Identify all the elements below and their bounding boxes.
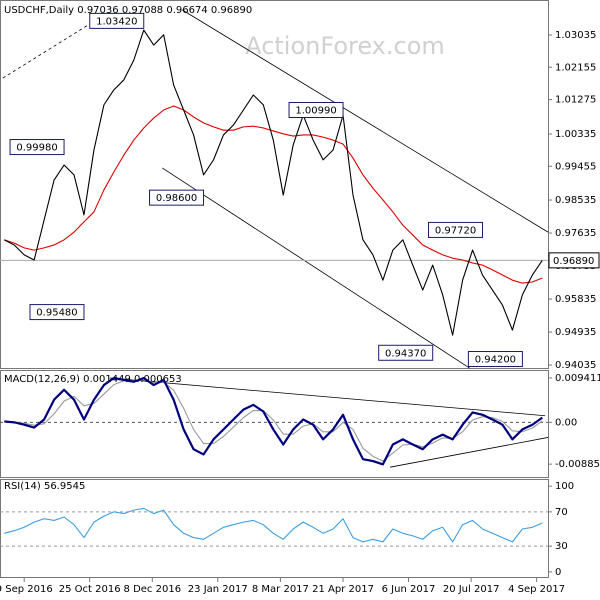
x-tick-label: 21 Apr 2017 — [312, 584, 374, 595]
y-tick-label: 1.00335 — [555, 129, 596, 140]
series-line — [4, 105, 543, 284]
trend-line — [109, 377, 546, 417]
annotation-box — [378, 344, 434, 361]
annotation-label: 1.03420 — [96, 16, 137, 27]
series-line — [4, 376, 543, 466]
price-panel — [0, 0, 549, 369]
annotation-box — [89, 12, 145, 29]
price-annotation: 1.00990 — [288, 102, 344, 119]
price-annotation: 0.94200 — [467, 351, 523, 368]
annotation-box — [149, 189, 205, 206]
watermark: ActionForex.com — [245, 32, 445, 60]
y-tick-label: 0.009411 — [555, 373, 600, 384]
annotation-label: 0.97720 — [435, 225, 476, 236]
annotation-label: 0.94370 — [385, 348, 426, 359]
x-tick-label: 9 Sep 2016 — [0, 584, 53, 595]
y-tick-label: 0.94035 — [555, 360, 596, 371]
y-tick-label: 0.97635 — [555, 228, 596, 239]
trend-line — [2, 24, 89, 79]
x-tick-label: 4 Sep 2017 — [508, 584, 565, 595]
trend-line — [162, 167, 470, 369]
annotation-box — [29, 304, 85, 321]
y-tick-label: 70 — [555, 507, 568, 518]
x-tick-label: 8 Dec 2016 — [124, 584, 182, 595]
y-tick-label: 100 — [555, 481, 574, 492]
last-price-label: 0.96890 — [553, 256, 594, 267]
x-tick-label: 20 Jul 2017 — [443, 584, 500, 595]
y-tick-label: 0.95835 — [555, 294, 596, 305]
y-tick-label: -0.008852 — [555, 459, 600, 470]
annotation-box — [428, 221, 484, 238]
price-annotation: 0.94370 — [378, 344, 434, 361]
price-annotation: 0.97720 — [428, 221, 484, 238]
trend-line — [389, 437, 549, 468]
x-tick-label: 8 Mar 2017 — [252, 584, 309, 595]
macd-title: MACD(12,26,9) 0.001449 0.000653 — [4, 374, 182, 385]
annotation-label: 1.00990 — [295, 106, 336, 117]
y-tick-label: 0 — [555, 567, 561, 578]
price-annotation: 0.95480 — [29, 304, 85, 321]
price-annotation: 0.99980 — [9, 139, 65, 156]
annotation-box — [9, 139, 65, 156]
y-tick-label: 0.00 — [555, 417, 577, 428]
rsi-title: RSI(14) 56.9545 — [4, 481, 85, 492]
y-tick-label: 0.94935 — [555, 327, 596, 338]
x-tick-label: 23 Jan 2017 — [188, 584, 248, 595]
annotation-label: 0.94200 — [475, 355, 516, 366]
price-title: USDCHF,Daily 0.97036 0.97088 0.96674 0.9… — [4, 5, 252, 16]
last-price-box — [548, 252, 600, 269]
trend-line — [181, 9, 549, 233]
annotation-label: 0.95480 — [36, 308, 77, 319]
price-annotation: 0.98600 — [149, 189, 205, 206]
y-tick-label: 1.02155 — [555, 62, 596, 73]
y-tick-label: 0.98535 — [555, 195, 596, 206]
x-tick-label: 25 Oct 2016 — [59, 584, 121, 595]
y-tick-label: 1.03035 — [555, 30, 596, 41]
annotation-box — [467, 351, 523, 368]
series-line — [4, 29, 543, 336]
x-tick-label: 6 Jun 2017 — [382, 584, 436, 595]
price-annotation: 1.03420 — [89, 12, 145, 29]
annotation-label: 0.98600 — [156, 193, 197, 204]
macd-panel — [0, 370, 549, 478]
rsi-panel — [0, 479, 549, 578]
y-tick-label: 0.99455 — [555, 161, 596, 172]
y-tick-label: 30 — [555, 541, 568, 552]
series-line — [4, 507, 543, 543]
y-tick-label: 1.01275 — [555, 95, 596, 106]
annotation-label: 0.99980 — [16, 143, 57, 154]
annotation-box — [288, 102, 344, 119]
